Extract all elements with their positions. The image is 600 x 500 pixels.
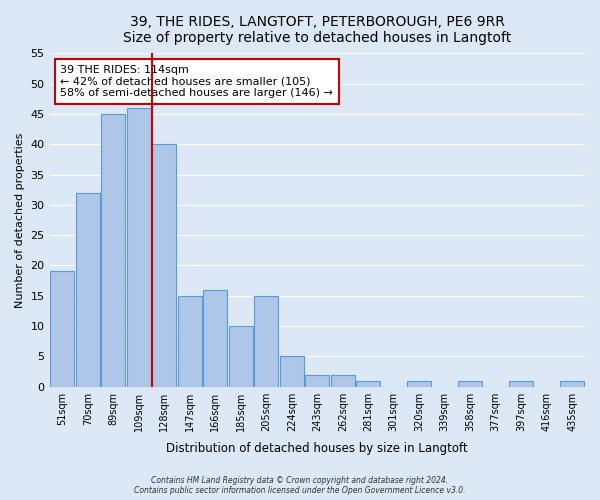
Bar <box>407 380 431 386</box>
Bar <box>305 374 329 386</box>
X-axis label: Distribution of detached houses by size in Langtoft: Distribution of detached houses by size … <box>166 442 468 455</box>
Title: 39, THE RIDES, LANGTOFT, PETERBOROUGH, PE6 9RR
Size of property relative to deta: 39, THE RIDES, LANGTOFT, PETERBOROUGH, P… <box>123 15 511 45</box>
Bar <box>356 380 380 386</box>
Bar <box>509 380 533 386</box>
Y-axis label: Number of detached properties: Number of detached properties <box>15 132 25 308</box>
Bar <box>254 296 278 386</box>
Text: Contains HM Land Registry data © Crown copyright and database right 2024.
Contai: Contains HM Land Registry data © Crown c… <box>134 476 466 495</box>
Text: 39 THE RIDES: 114sqm
← 42% of detached houses are smaller (105)
58% of semi-deta: 39 THE RIDES: 114sqm ← 42% of detached h… <box>60 65 333 98</box>
Bar <box>50 272 74 386</box>
Bar <box>229 326 253 386</box>
Bar <box>178 296 202 386</box>
Bar <box>458 380 482 386</box>
Bar <box>280 356 304 386</box>
Bar <box>560 380 584 386</box>
Bar <box>101 114 125 386</box>
Bar <box>127 108 151 386</box>
Bar <box>331 374 355 386</box>
Bar <box>203 290 227 386</box>
Bar <box>76 192 100 386</box>
Bar <box>152 144 176 386</box>
